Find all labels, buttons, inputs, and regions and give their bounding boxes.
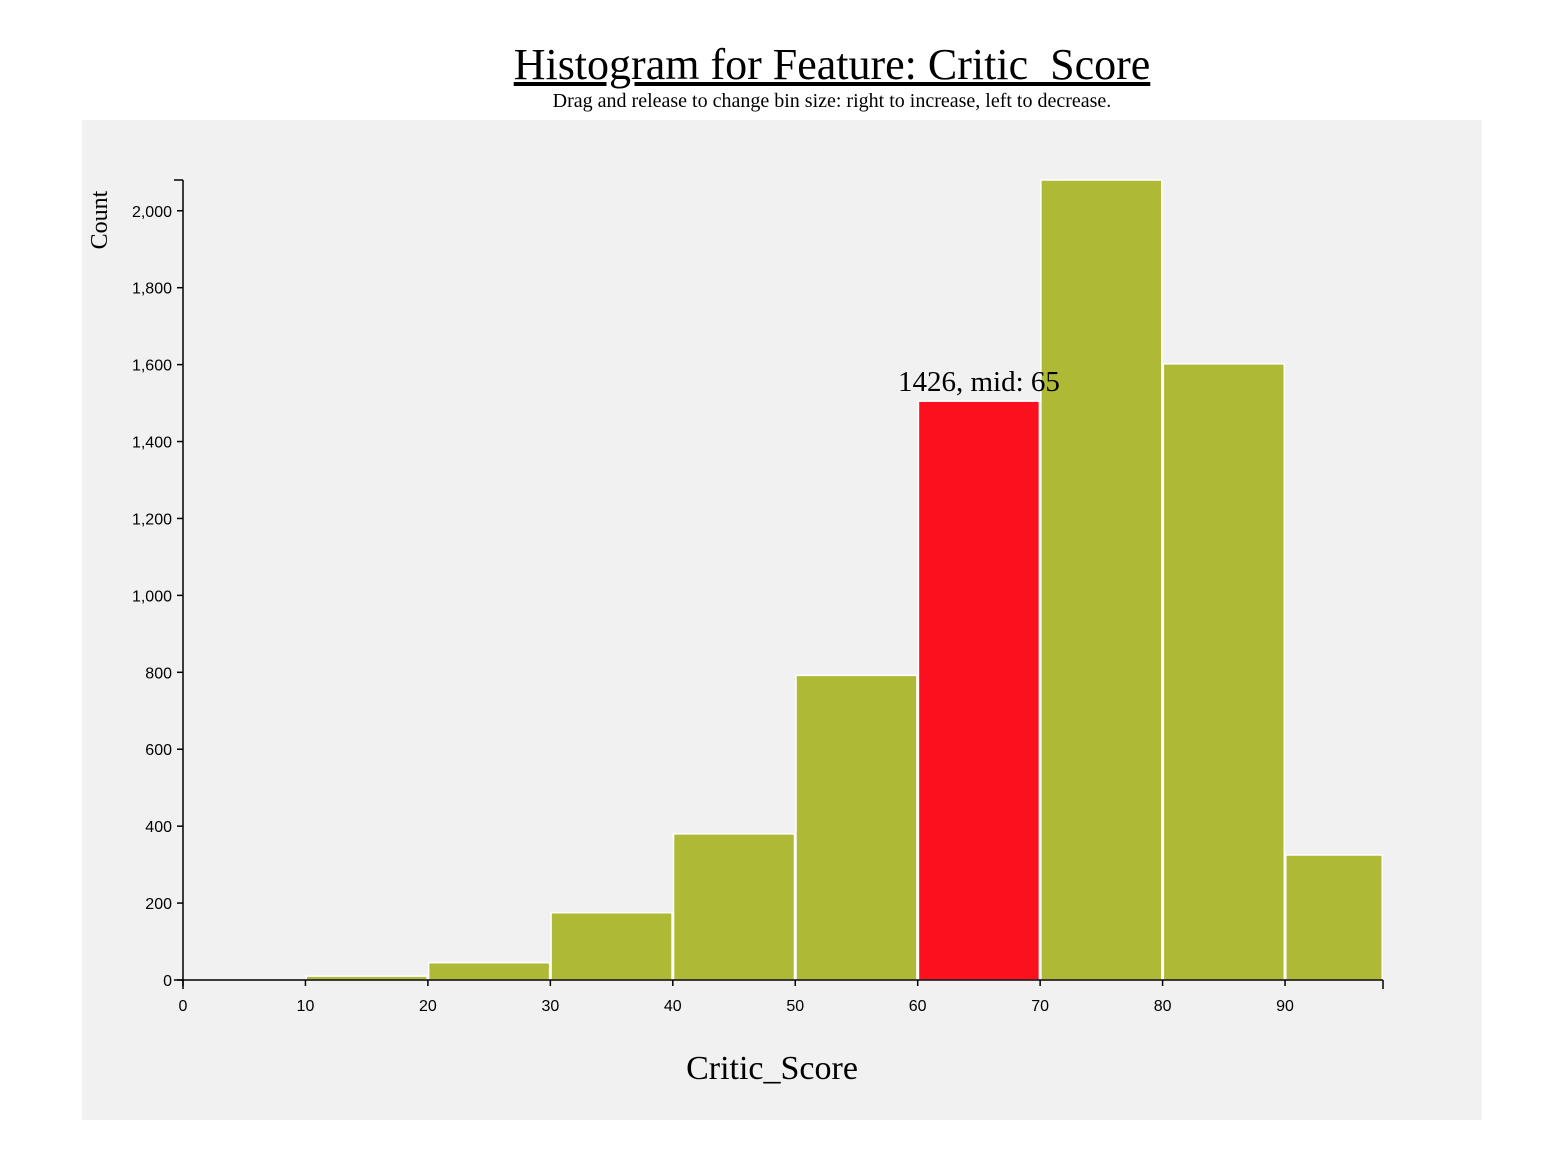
y-tick-label: 200 xyxy=(145,896,172,913)
histogram-bar[interactable] xyxy=(672,833,796,981)
histogram-bar[interactable] xyxy=(795,674,918,981)
histogram-chart[interactable]: 0 10 20 30 40 50 60 70 80 90 0 200 400 600 800 1,000 1,… xyxy=(82,120,1482,1120)
y-axis-title: Count xyxy=(87,190,113,249)
histogram-bar[interactable] xyxy=(550,911,673,981)
chart-panel[interactable]: 0 10 20 30 40 50 60 70 80 90 0 200 400 600 800 1,000 1,… xyxy=(82,120,1482,1120)
y-tick-label: 400 xyxy=(145,819,172,836)
chart-title: Histogram for Feature: Critic_Score xyxy=(513,40,1151,89)
y-tick-label: 600 xyxy=(145,742,172,759)
y-tick-label: 1,400 xyxy=(132,435,172,452)
x-axis: 0 10 20 30 40 50 60 70 80 90 xyxy=(179,979,1384,1015)
chart-subtitle: Drag and release to change bin size: rig… xyxy=(552,90,1112,112)
y-tick-label: 2,000 xyxy=(132,204,172,221)
y-tick-label: 0 xyxy=(163,973,172,990)
x-tick-label: 60 xyxy=(909,998,927,1015)
histogram-bar[interactable] xyxy=(1040,179,1163,981)
histogram-bar[interactable] xyxy=(1162,363,1286,981)
x-tick-label: 70 xyxy=(1031,998,1049,1015)
x-tick-label: 10 xyxy=(297,998,315,1015)
y-tick-label: 1,000 xyxy=(132,588,172,605)
x-tick-label: 0 xyxy=(179,998,188,1015)
histogram-bar[interactable] xyxy=(917,400,1041,981)
histogram-bar[interactable] xyxy=(427,961,551,981)
y-tick-label: 800 xyxy=(145,665,172,682)
y-axis: 0 200 400 600 800 1,000 1,200 1,400 1,600 1,800 2,… xyxy=(132,179,184,990)
x-tick-label: 80 xyxy=(1154,998,1172,1015)
bars-group xyxy=(305,179,1383,981)
x-axis-title: Critic_Score xyxy=(686,1050,858,1087)
y-tick-label: 1,800 xyxy=(132,281,172,298)
y-tick-label: 1,200 xyxy=(132,511,172,528)
histogram-bar[interactable] xyxy=(1285,854,1383,981)
x-tick-label: 40 xyxy=(664,998,682,1015)
x-tick-label: 50 xyxy=(786,998,804,1015)
bin-tooltip: 1426, mid: 65 xyxy=(898,366,1060,398)
x-tick-label: 20 xyxy=(419,998,437,1015)
y-tick-label: 1,600 xyxy=(132,358,172,375)
x-tick-label: 30 xyxy=(541,998,559,1015)
x-tick-label: 90 xyxy=(1276,998,1294,1015)
